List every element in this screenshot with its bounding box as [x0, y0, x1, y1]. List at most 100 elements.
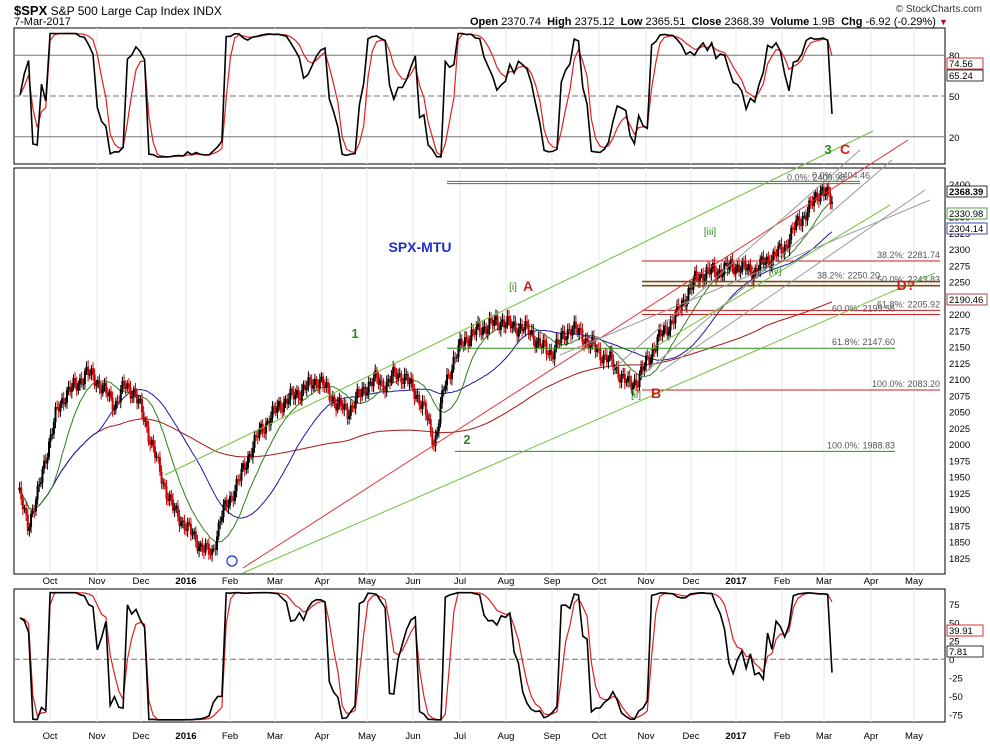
candle-body: [708, 268, 711, 275]
candle-body: [713, 263, 716, 272]
x-tick-label: Mar: [816, 576, 832, 587]
wave-annotation: SPX-MTU: [389, 239, 452, 255]
candle-body: [212, 548, 215, 550]
candle-body: [297, 390, 300, 398]
candle-body: [207, 543, 210, 555]
candle-body: [137, 399, 140, 404]
trend-line: [559, 199, 931, 356]
candle-body: [87, 366, 90, 376]
candle-body: [710, 268, 713, 275]
candle-body: [556, 339, 559, 343]
candle-body: [191, 534, 194, 536]
candle-body: [623, 374, 626, 383]
candle-body: [702, 274, 705, 283]
candle-body: [305, 387, 308, 390]
candle-body: [75, 382, 78, 391]
x-tick-label: Jul: [454, 576, 466, 587]
candle-body: [620, 374, 623, 383]
candle-body: [351, 405, 354, 407]
candle-body: [397, 375, 400, 380]
candle-body: [801, 216, 804, 226]
candle-body: [539, 338, 542, 347]
candle-body: [346, 406, 349, 419]
candle-body: [499, 322, 502, 331]
candle-body: [176, 505, 179, 517]
bottom-oscillator-panel: [13, 588, 946, 723]
fib-level-label: 38.2%: 2281.74: [877, 250, 940, 260]
candle-body: [496, 315, 499, 325]
candle-body: [380, 380, 383, 382]
down-arrow-icon: ▼: [938, 17, 948, 27]
candle-body: [666, 327, 669, 336]
candle-body: [255, 434, 258, 436]
candle-body: [777, 246, 780, 257]
candle-body: [199, 543, 202, 547]
price-tick-label: 2100: [949, 375, 970, 386]
candle-body: [51, 434, 54, 436]
candle-body: [400, 373, 403, 383]
candle-body: [752, 274, 755, 281]
candle-body: [105, 383, 108, 394]
candle-body: [268, 420, 271, 426]
candle-body: [653, 348, 656, 351]
x-tick-label: Dec: [133, 731, 150, 742]
price-tick-label: 1850: [949, 538, 970, 549]
candle-body: [289, 388, 292, 400]
candle-body: [734, 267, 737, 275]
candle-body: [643, 366, 646, 371]
candle-body: [65, 389, 68, 403]
candle-body: [480, 331, 483, 336]
candle-body: [349, 405, 352, 416]
osc-tick-label: 20: [949, 133, 960, 144]
candle-body: [224, 500, 227, 505]
candle-body: [286, 398, 289, 405]
candle-body: [21, 499, 24, 510]
candle-body: [304, 384, 307, 390]
candle-body: [384, 391, 387, 393]
candle-body: [385, 381, 388, 393]
candle-body: [764, 263, 767, 265]
candle-body: [803, 215, 806, 217]
candle-body: [444, 385, 447, 390]
candle-body: [429, 419, 432, 431]
candle-body: [245, 467, 248, 470]
price-tick-label: 2275: [949, 261, 970, 272]
candle-body: [310, 379, 313, 389]
candle-body: [739, 271, 742, 273]
candle-body: [468, 340, 471, 347]
candle-body: [501, 319, 504, 323]
candle-body: [284, 398, 287, 403]
candle-body: [31, 510, 34, 514]
candle-body: [61, 398, 64, 404]
candle-body: [247, 456, 250, 468]
candle-body: [449, 374, 452, 380]
price-last-value: 2304.14: [949, 224, 983, 235]
candle-body: [452, 357, 455, 370]
candle-body: [418, 394, 421, 405]
x-tick-label: Jun: [405, 576, 420, 587]
candle-body: [158, 457, 161, 472]
candle-body: [398, 373, 401, 376]
x-tick-label: Mar: [267, 731, 283, 742]
candle-body: [165, 486, 168, 499]
wave-annotation: 1: [351, 326, 358, 341]
fib-level-label: 100.0%: 2083.20: [872, 379, 940, 389]
candle-body: [555, 339, 558, 350]
candle-body: [421, 401, 424, 410]
candle-body: [576, 328, 579, 334]
candle-body: [473, 331, 476, 336]
candle-body: [419, 404, 422, 410]
candle-body: [540, 346, 543, 349]
candle-body: [227, 505, 230, 508]
candle-body: [367, 382, 370, 393]
candle-body: [28, 527, 31, 532]
candle-body: [535, 341, 538, 349]
volume-value: 1.9B: [812, 16, 835, 28]
osc2-tick-label: 50: [949, 618, 960, 629]
candle-body: [826, 186, 829, 194]
candle-body: [361, 388, 364, 397]
candle-body: [447, 374, 450, 376]
price-last-value: 2190.46: [949, 295, 983, 306]
candle-body: [804, 215, 807, 221]
x-tick-label: Mar: [267, 576, 283, 587]
